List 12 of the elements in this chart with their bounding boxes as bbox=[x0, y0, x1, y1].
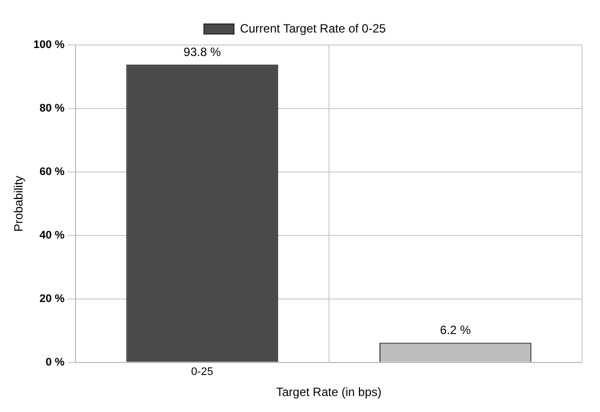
y-tick-label: 60 % bbox=[40, 166, 65, 178]
legend-label: Current Target Rate of 0-25 bbox=[240, 21, 386, 36]
x-tick-label: 0-25 bbox=[191, 366, 214, 378]
data-label: 6.2 % bbox=[440, 323, 472, 338]
y-tick-label: 20 % bbox=[40, 292, 65, 305]
y-tick-label: 100 % bbox=[33, 39, 65, 52]
y-tick-label: 40 % bbox=[40, 229, 65, 242]
y-axis-title: Probability bbox=[12, 176, 26, 232]
y-tick-label: 80 % bbox=[40, 102, 65, 115]
x-axis-title: Target Rate (in bps) bbox=[276, 385, 382, 400]
y-tick-label: 0 % bbox=[46, 356, 65, 368]
data-label: 93.8 % bbox=[184, 44, 222, 59]
